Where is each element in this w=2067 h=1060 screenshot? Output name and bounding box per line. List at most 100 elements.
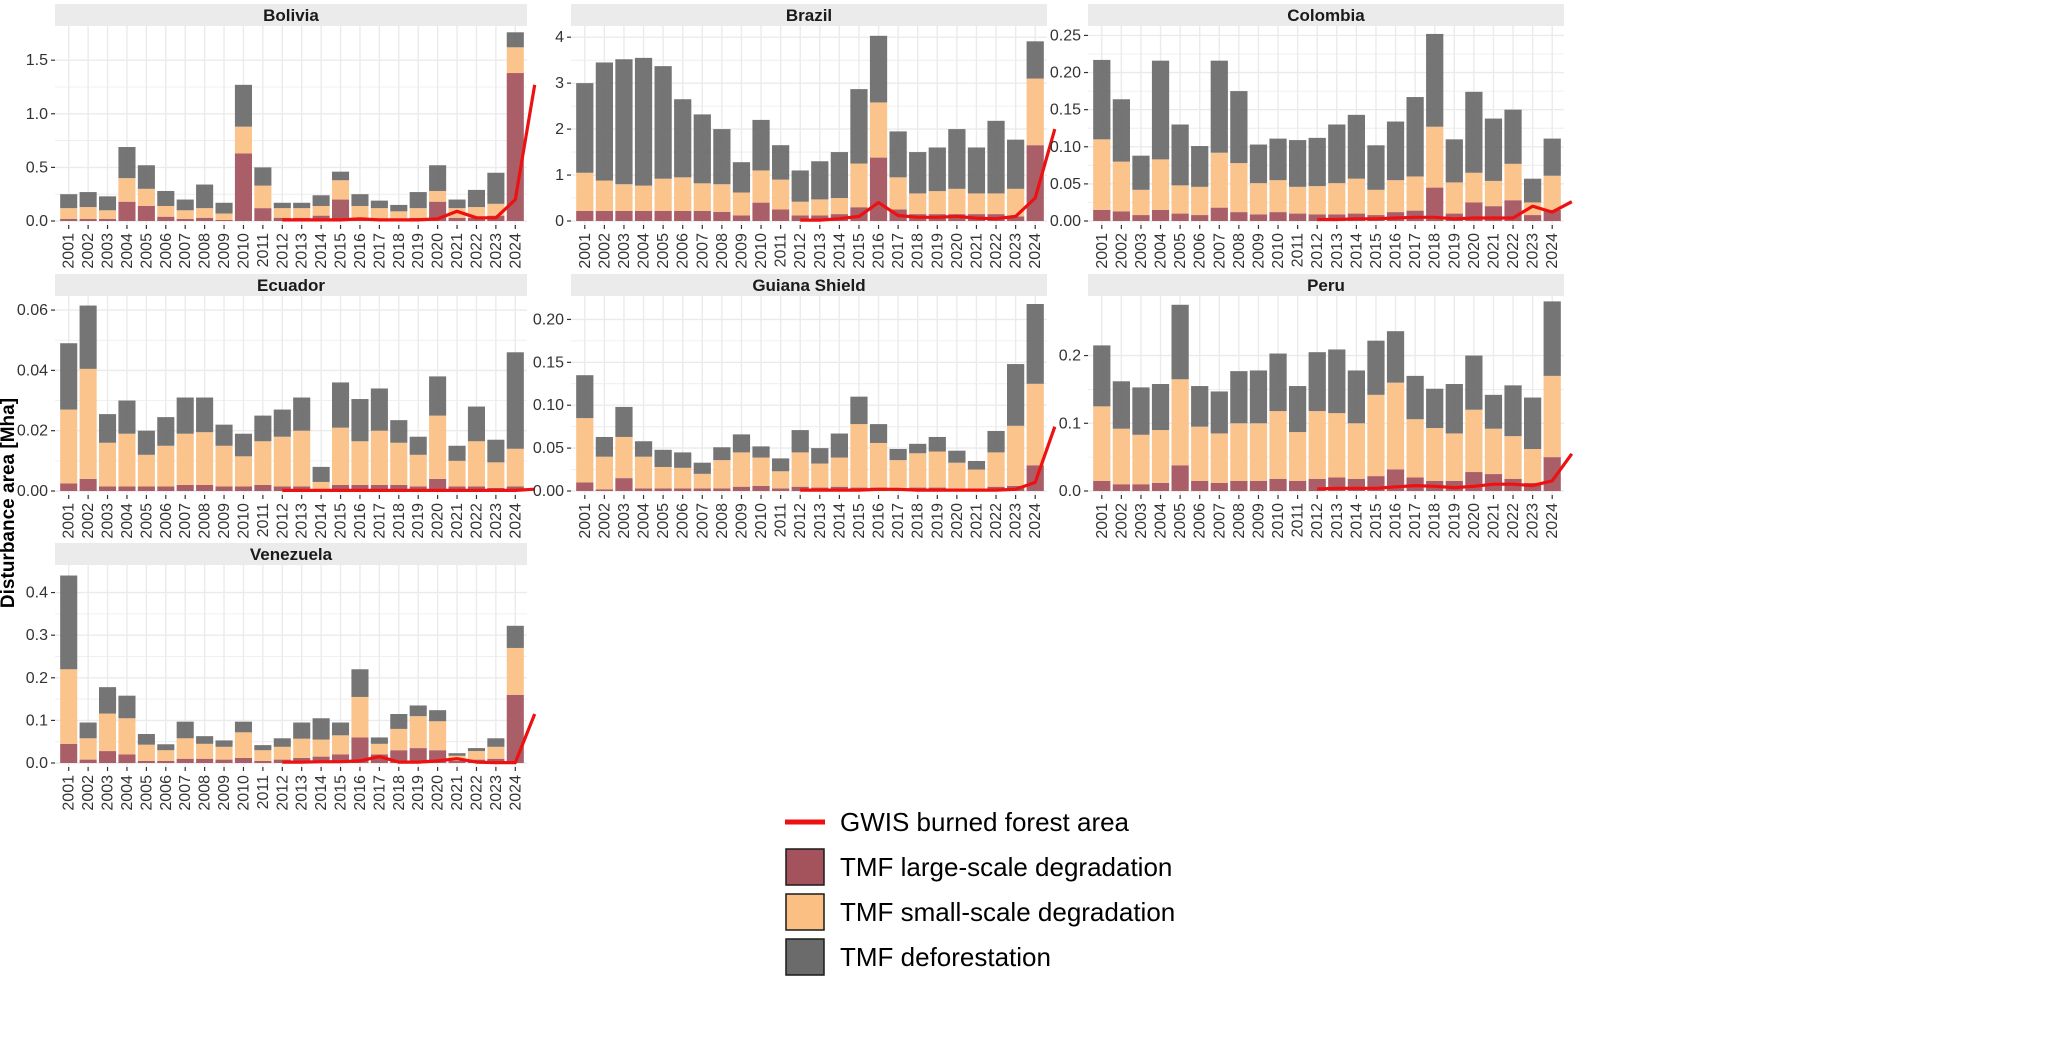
bar-tmf-deforestation-2015 <box>331 171 350 181</box>
x-tick-label: 2001 <box>1094 503 1111 539</box>
bar-tmf-large-scale-degradation-2023 <box>1007 216 1025 221</box>
x-tick-label: 2009 <box>216 233 233 269</box>
bar-tmf-small-scale-degradation-2003 <box>615 184 633 211</box>
bar-tmf-deforestation-2024 <box>1543 138 1561 176</box>
bar-tmf-deforestation-2018 <box>909 152 927 194</box>
x-tick-label: 2021 <box>969 503 986 539</box>
bar-tmf-large-scale-degradation-2004 <box>118 201 136 221</box>
x-tick-label: 2009 <box>734 503 751 539</box>
bar-tmf-large-scale-degradation-2015 <box>331 199 350 221</box>
bar-tmf-deforestation-2024 <box>1026 304 1044 384</box>
bar-tmf-deforestation-2015 <box>850 89 868 164</box>
x-tick-label: 2002 <box>80 233 97 269</box>
y-axis: 0.0 0.5 1.0 1.5 <box>26 52 55 230</box>
bar-tmf-large-scale-degradation-2021 <box>448 760 466 763</box>
y-tick-label: 0.04 <box>17 362 48 379</box>
bar-tmf-small-scale-degradation-2017 <box>1406 419 1424 478</box>
x-tick-label: 2016 <box>352 233 369 269</box>
bar-tmf-small-scale-degradation-2012 <box>1308 411 1326 479</box>
bar-tmf-deforestation-2021 <box>967 460 986 470</box>
y-tick-label: 0.10 <box>533 397 564 414</box>
bar-tmf-small-scale-degradation-2016 <box>869 442 888 488</box>
bar-tmf-small-scale-degradation-2021 <box>967 469 986 489</box>
x-tick-label: 2011 <box>1290 503 1307 538</box>
bar-tmf-large-scale-degradation-2004 <box>1151 482 1170 491</box>
x-tick-label: 2004 <box>1153 233 1170 269</box>
bar-tmf-large-scale-degradation-2018 <box>390 484 408 491</box>
bar-tmf-deforestation-2001 <box>576 83 594 173</box>
bar-tmf-deforestation-2003 <box>615 406 633 437</box>
bar-tmf-small-scale-degradation-2011 <box>772 179 790 210</box>
bar-tmf-deforestation-2008 <box>1230 91 1248 164</box>
x-tick-label: 2019 <box>410 503 427 539</box>
x-tick-label: 2016 <box>1388 233 1405 269</box>
y-tick-label: 0.2 <box>1059 348 1081 365</box>
x-tick-label: 2024 <box>507 503 524 539</box>
bar-tmf-deforestation-2006 <box>1191 146 1209 187</box>
bar-tmf-deforestation-2014 <box>830 433 848 458</box>
bar-tmf-deforestation-2007 <box>176 199 194 211</box>
bar-tmf-small-scale-degradation-2012 <box>791 452 809 487</box>
bar-tmf-small-scale-degradation-2013 <box>811 463 829 488</box>
bar-tmf-large-scale-degradation-2010 <box>234 757 253 763</box>
bar-tmf-deforestation-2006 <box>157 417 175 446</box>
bar-tmf-deforestation-2010 <box>1269 353 1287 412</box>
bar-tmf-large-scale-degradation-2019 <box>1445 480 1463 491</box>
bar-tmf-deforestation-2006 <box>1191 386 1209 427</box>
bar-tmf-large-scale-degradation-2007 <box>693 210 711 221</box>
bar-tmf-small-scale-degradation-2021 <box>448 460 466 487</box>
y-tick-label: 0.05 <box>1050 176 1081 193</box>
bar-tmf-deforestation-2018 <box>390 204 408 212</box>
bar-tmf-small-scale-degradation-2023 <box>487 746 505 759</box>
x-tick-label: 2013 <box>294 775 311 811</box>
x-tick-label: 2011 <box>773 233 790 268</box>
x-tick-label: 2001 <box>577 503 594 539</box>
facet-title: Bolivia <box>263 6 319 25</box>
bar-tmf-small-scale-degradation-2013 <box>1328 183 1346 215</box>
bar-tmf-deforestation-2010 <box>234 84 253 127</box>
bar-tmf-small-scale-degradation-2013 <box>293 208 311 218</box>
x-tick-label: 2023 <box>488 775 505 811</box>
x-tick-label: 2020 <box>949 503 966 539</box>
bar-tmf-small-scale-degradation-2007 <box>176 738 194 759</box>
panel-colombia: Colombia 0.00 0.05 0.10 0.15 0.20 0.25 2001 2002… <box>1050 4 1573 269</box>
x-tick-label: 2006 <box>158 503 175 539</box>
bar-tmf-small-scale-degradation-2020 <box>1465 409 1483 473</box>
x-tick-label: 2013 <box>812 503 829 539</box>
bar-tmf-deforestation-2008 <box>196 397 214 433</box>
x-tick-label: 2021 <box>1486 503 1503 539</box>
x-tick-label: 2010 <box>1270 503 1287 539</box>
bar-tmf-small-scale-degradation-2004 <box>1151 159 1170 210</box>
bar-tmf-large-scale-degradation-2012 <box>273 486 291 491</box>
bar-tmf-deforestation-2023 <box>1007 139 1025 189</box>
bar-tmf-deforestation-2004 <box>1151 384 1170 431</box>
bar-tmf-small-scale-degradation-2018 <box>390 442 408 485</box>
bar-tmf-small-scale-degradation-2001 <box>60 669 78 744</box>
x-tick-label: 2003 <box>1133 503 1150 539</box>
bar-tmf-deforestation-2020 <box>948 129 966 189</box>
bar-tmf-small-scale-degradation-2010 <box>752 170 770 203</box>
bar-tmf-deforestation-2002 <box>595 436 613 457</box>
bar-tmf-deforestation-2006 <box>157 190 175 206</box>
x-tick-label: 2010 <box>236 775 253 811</box>
x-tick-label: 2013 <box>1329 233 1346 269</box>
bar-tmf-small-scale-degradation-2015 <box>1367 189 1385 216</box>
bar-tmf-deforestation-2015 <box>331 382 350 428</box>
bar-tmf-small-scale-degradation-2006 <box>1191 426 1209 481</box>
bar-tmf-small-scale-degradation-2021 <box>967 193 986 215</box>
bar-tmf-large-scale-degradation-2004 <box>118 754 136 763</box>
bar-tmf-small-scale-degradation-2002 <box>79 207 97 219</box>
y-axis: 0.00 0.05 0.10 0.15 0.20 <box>533 311 571 500</box>
bar-tmf-small-scale-degradation-2005 <box>654 466 672 489</box>
bar-tmf-deforestation-2008 <box>713 129 731 185</box>
y-tick-label: 3 <box>555 75 564 92</box>
bar-tmf-deforestation-2017 <box>1406 375 1424 420</box>
bar-tmf-small-scale-degradation-2019 <box>409 208 427 218</box>
bar-tmf-deforestation-2005 <box>1171 304 1189 380</box>
bar-tmf-deforestation-2024 <box>1026 41 1044 79</box>
x-tick-label: 2004 <box>636 233 653 269</box>
bar-tmf-deforestation-2010 <box>1269 138 1287 181</box>
gwis-line <box>800 426 1057 492</box>
x-tick-label: 2021 <box>449 503 466 539</box>
